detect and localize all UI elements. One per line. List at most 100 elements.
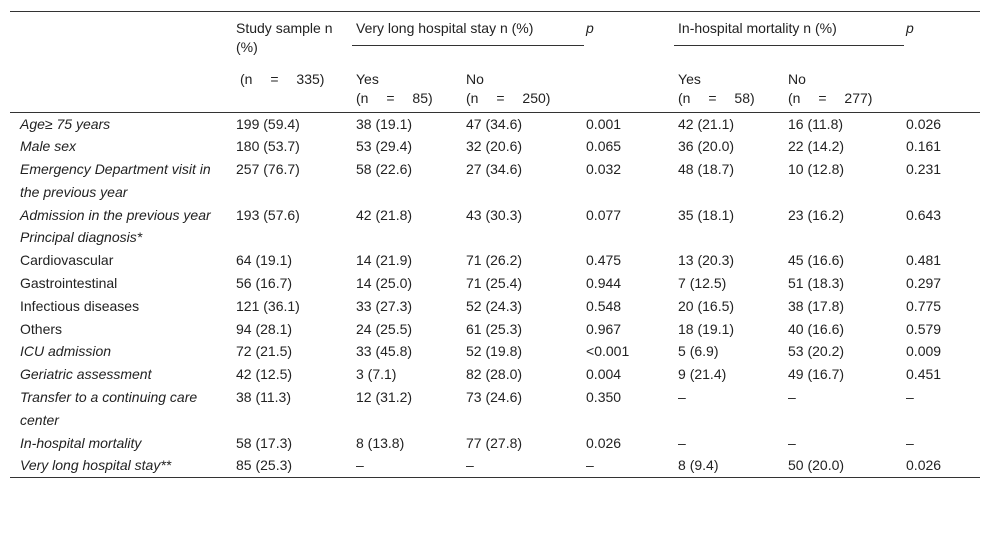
table-cell: 193 (57.6) <box>236 206 300 223</box>
row-label: Principal diagnosis* <box>20 229 143 246</box>
table-cell: 94 (28.1) <box>236 320 293 337</box>
table-row: Gastrointestinal 56 (16.7) 14 (25.0) 71 (25… <box>10 272 980 295</box>
table-cell: 7 (12.5) <box>678 275 727 292</box>
table-cell: 53 (20.2) <box>788 343 845 360</box>
header-cell: Yes (n = 58) <box>672 64 783 113</box>
table-row: Age≥ 75 years 199 (59.4) 38 (19.1) 47 (34.6… <box>10 112 980 135</box>
table-cell: 82 (28.0) <box>466 366 523 383</box>
table-cell: 14 (21.9) <box>356 252 413 269</box>
table-cell: 24 (25.5) <box>356 320 413 337</box>
table-cell: – <box>788 434 796 451</box>
table-row: Infectious diseases 121 (36.1) 33 (27.3) 52… <box>10 295 980 318</box>
row-label: Transfer to a continuing care center <box>20 389 198 428</box>
group-header: In-hospital mortality n (%) <box>672 11 905 64</box>
table-cell: 56 (16.7) <box>236 275 293 292</box>
table-cell: 42 (12.5) <box>236 366 293 383</box>
table-cell: 199 (59.4) <box>236 115 300 132</box>
data-table: Study sample n (%) Very long hospital st… <box>10 11 981 479</box>
row-label: In-hospital mortality <box>20 434 142 451</box>
header-cell: (n = 335) <box>230 64 350 113</box>
table-cell <box>580 226 672 249</box>
header-text: (n = 58) <box>678 90 755 106</box>
table-cell: 20 (16.5) <box>678 297 735 314</box>
header-cell: Yes (n = 85) <box>350 64 460 113</box>
table-row: ICU admission 72 (21.5) 33 (45.8) 52 (19.8)… <box>10 340 980 363</box>
table-cell: 3 (7.1) <box>356 366 397 383</box>
header-cell: No (n = 277) <box>782 64 901 113</box>
table-cell <box>900 226 980 249</box>
header-text: Yes <box>678 71 701 87</box>
table-cell: 0.475 <box>586 252 622 269</box>
table-cell: 42 (21.1) <box>678 115 735 132</box>
table-cell: 64 (19.1) <box>236 252 293 269</box>
table-cell: 12 (31.2) <box>356 389 413 406</box>
table-body: Age≥ 75 years 199 (59.4) 38 (19.1) 47 (34.6… <box>10 112 981 479</box>
table-cell: 43 (30.3) <box>466 206 523 223</box>
table-cell: 36 (20.0) <box>678 138 735 155</box>
table-cell: 40 (16.6) <box>788 320 845 337</box>
table-cell: 0.026 <box>586 434 622 451</box>
table-cell: 51 (18.3) <box>788 275 845 292</box>
table-cell: 180 (53.7) <box>236 138 300 155</box>
table-cell: 0.350 <box>586 389 622 406</box>
table-row: Male sex 180 (53.7) 53 (29.4) 32 (20.6) 0.06… <box>10 135 980 158</box>
header-cell: No (n = 250) <box>460 64 581 113</box>
table-cell: 0.026 <box>906 115 942 132</box>
table-cell: 0.548 <box>586 297 622 314</box>
table-cell <box>230 226 350 249</box>
table-cell: 18 (19.1) <box>678 320 735 337</box>
row-label: Others <box>20 320 63 337</box>
row-label: Age≥ 75 years <box>20 115 111 132</box>
table-cell: 0.481 <box>906 252 942 269</box>
row-label: Very long hospital stay** <box>10 454 230 479</box>
table-cell: 0.643 <box>906 206 942 223</box>
table-cell: 71 (25.4) <box>466 275 523 292</box>
table-row: Very long hospital stay** 85 (25.3) – – –8 (… <box>10 454 981 479</box>
table-cell: 48 (18.7) <box>678 161 735 178</box>
table-cell: 77 (27.8) <box>466 434 523 451</box>
table-cell: – <box>906 389 914 406</box>
table-cell: 8 (13.8) <box>356 434 405 451</box>
header-cell: p <box>580 11 673 113</box>
header-text: (n = 250) <box>466 90 551 106</box>
row-label: Cardiovascular <box>20 252 114 269</box>
row-label: Admission in the previous year <box>20 206 211 223</box>
table-cell: 0.026 <box>900 454 981 479</box>
table-cell: – <box>678 434 686 451</box>
table-cell: 33 (27.3) <box>356 297 413 314</box>
table-cell: – <box>350 454 460 479</box>
table-cell: 0.161 <box>906 138 942 155</box>
table-cell: 85 (25.3) <box>230 454 350 479</box>
table-cell: 27 (34.6) <box>466 161 523 178</box>
table-cell: 0.451 <box>906 366 942 383</box>
table-cell <box>672 226 782 249</box>
table-row: Admission in the previous year 193 (57.6)… <box>10 204 980 227</box>
group-title: In-hospital mortality n (%) <box>674 19 905 46</box>
table-cell: – <box>678 389 686 406</box>
table-cell: 35 (18.1) <box>678 206 735 223</box>
group-header: Very long hospital stay n (%) <box>350 11 585 64</box>
table-cell: 8 (9.4) <box>672 454 783 479</box>
row-label: Infectious diseases <box>20 297 140 314</box>
table-cell: 9 (21.4) <box>678 366 727 383</box>
table-cell: 0.967 <box>586 320 622 337</box>
header-cell: p <box>900 11 981 113</box>
table-cell: – <box>580 454 673 479</box>
table-cell <box>460 226 580 249</box>
row-label: Male sex <box>20 138 77 155</box>
table-cell: 0.004 <box>586 366 622 383</box>
table-cell: 121 (36.1) <box>236 297 300 314</box>
table-cell: 0.775 <box>906 297 942 314</box>
table-cell: 257 (76.7) <box>236 161 300 178</box>
table-cell: 38 (11.3) <box>236 389 291 406</box>
header-text: Yes <box>356 71 379 87</box>
row-label: Geriatric assessment <box>20 366 152 383</box>
table-cell: 32 (20.6) <box>466 138 523 155</box>
header-text: No <box>788 71 806 87</box>
table-cell: – <box>906 434 914 451</box>
header-text: No <box>466 71 484 87</box>
table-cell: 47 (34.6) <box>466 115 523 132</box>
table-cell: 53 (29.4) <box>356 138 413 155</box>
table-header: Study sample n (%) Very long hospital st… <box>10 11 981 113</box>
